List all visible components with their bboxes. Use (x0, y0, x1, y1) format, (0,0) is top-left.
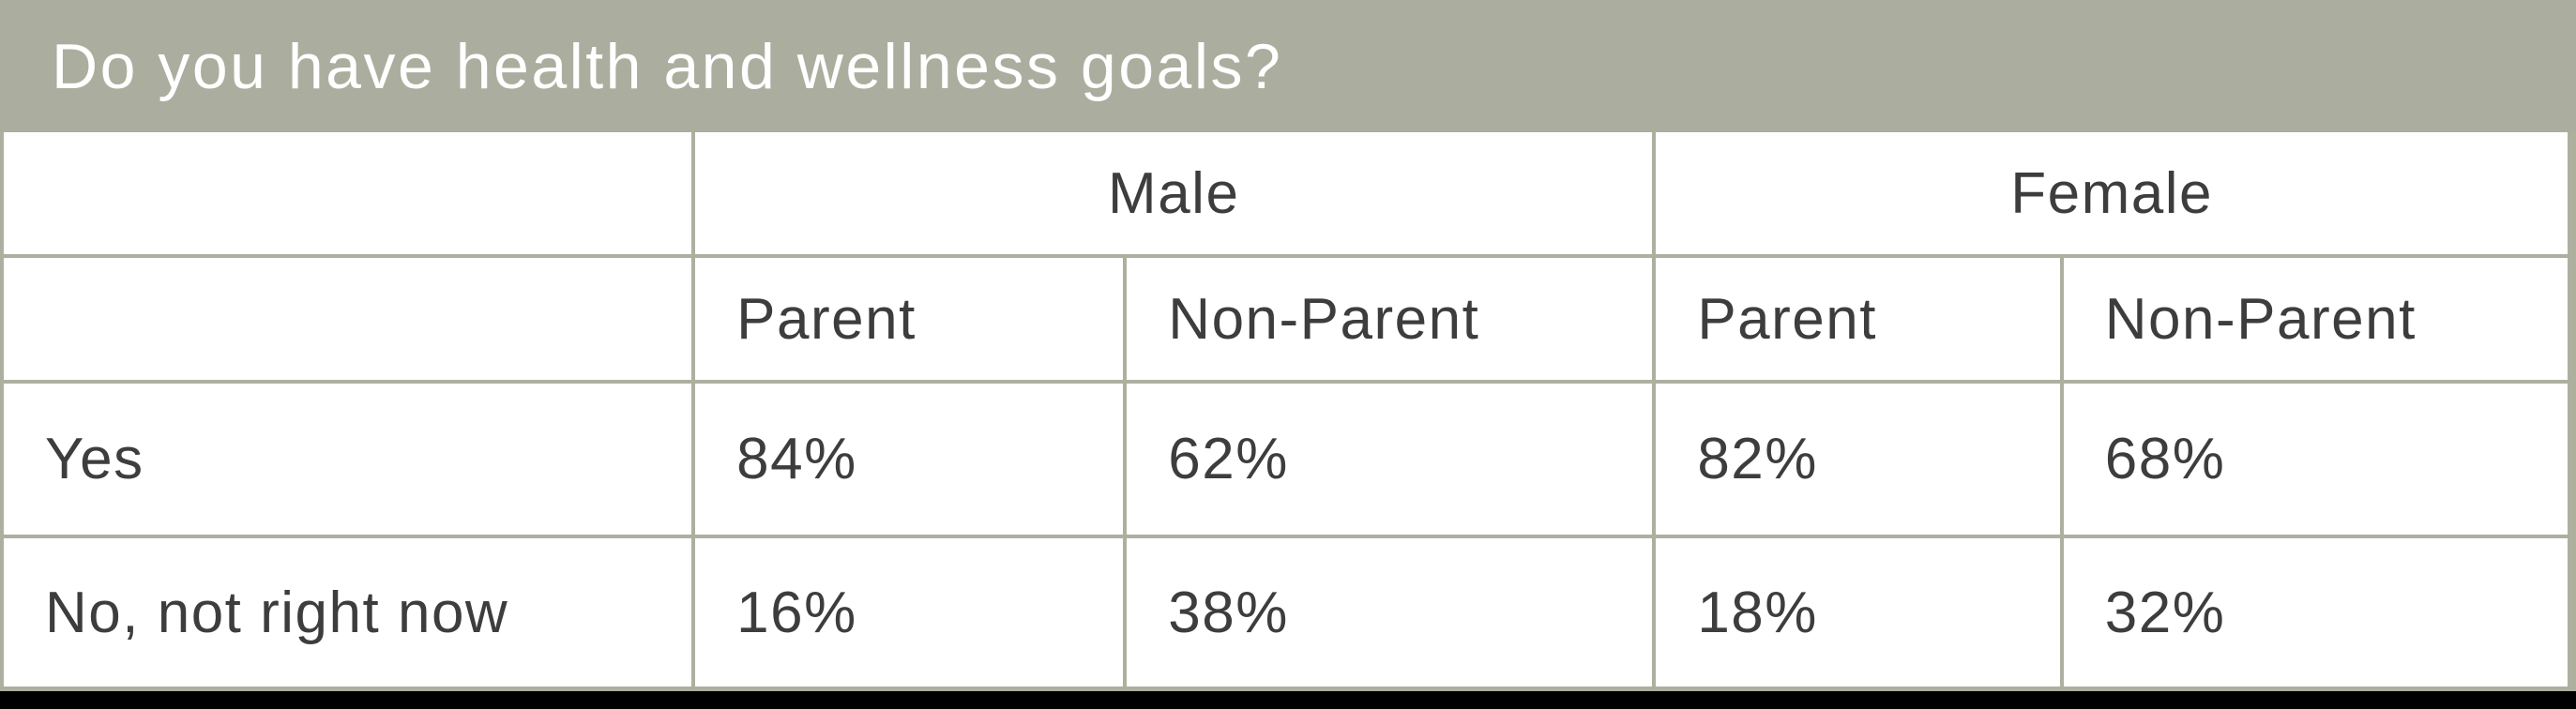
value-no-male-parent: 16% (695, 538, 1124, 686)
sub-header-male-parent: Parent (695, 258, 1124, 380)
value-no-female-nonparent: 32% (2063, 538, 2568, 686)
title-bar: Do you have health and wellness goals? (0, 0, 2576, 132)
sub-header-female-nonparent: Non-Parent (2063, 258, 2568, 380)
value-yes-male-parent: 84% (695, 384, 1124, 535)
value-no-male-nonparent: 38% (1127, 538, 1653, 686)
bottom-black-bar (0, 691, 2576, 709)
value-no-female-parent: 18% (1656, 538, 2060, 686)
value-yes-female-parent: 82% (1656, 384, 2060, 535)
survey-table: Male Female Parent Non-Parent Parent Non… (0, 132, 2576, 691)
page-title: Do you have health and wellness goals? (52, 30, 1283, 102)
row-label-yes: Yes (4, 384, 692, 535)
corner-empty-cell (4, 132, 692, 254)
value-yes-female-nonparent: 68% (2063, 384, 2568, 535)
sub-header-female-parent: Parent (1656, 258, 2060, 380)
row-label-no: No, not right now (4, 538, 692, 686)
subheader-empty-cell (4, 258, 692, 380)
col-group-header-male: Male (695, 132, 1653, 254)
value-yes-male-nonparent: 62% (1127, 384, 1653, 535)
col-group-header-female: Female (1656, 132, 2568, 254)
sub-header-male-nonparent: Non-Parent (1127, 258, 1653, 380)
